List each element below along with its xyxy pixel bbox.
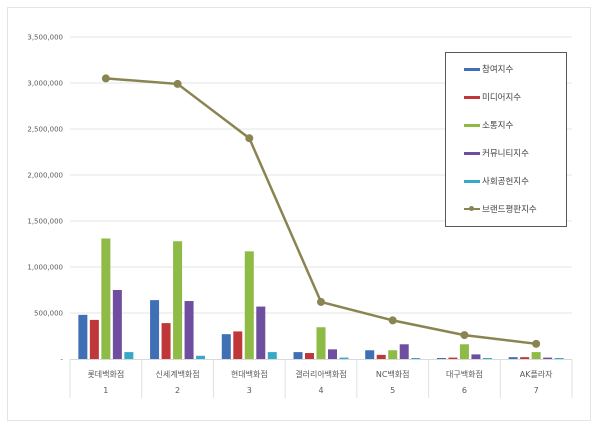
legend-label: 브랜드평판지수 <box>482 205 537 215</box>
y-tick-label: 500,000 <box>34 310 63 318</box>
legend-swatch <box>464 123 480 127</box>
bar <box>267 352 277 359</box>
y-tick-label: 3,000,000 <box>27 80 63 88</box>
bar <box>520 357 530 359</box>
x-category-label: 현대백화점 <box>231 369 268 379</box>
legend-swatch <box>464 179 480 183</box>
y-axis: - 500,000 1,000,000 1,500,000 2,000,000 2,500… <box>27 34 63 364</box>
legend-item-participation: 참여지수 <box>464 63 513 75</box>
bar <box>161 323 171 359</box>
line-marker <box>388 316 397 325</box>
x-category-number: 1 <box>103 386 108 395</box>
x-category-number: 7 <box>534 386 539 395</box>
bar <box>305 353 314 359</box>
x-category-label: 신세계백화점 <box>155 369 199 379</box>
x-category-number: 2 <box>175 386 180 395</box>
y-tick-label: 1,000,000 <box>27 264 63 272</box>
legend-swatch <box>464 151 480 155</box>
legend-item-media: 미디어지수 <box>464 91 521 103</box>
bar <box>365 350 375 359</box>
bar <box>388 350 398 359</box>
x-axis: 롯데백화점 1 신세계백화점 2 현대백화점 3 갤러리아백화점 4 NC백화점 5 대구백화점 6 A… <box>69 359 573 398</box>
line-marker <box>101 74 110 83</box>
legend-item-brand-reputation: 브랜드평판지수 <box>464 203 537 215</box>
legend-swatch <box>464 67 480 71</box>
bar <box>124 352 134 359</box>
bar <box>256 306 266 359</box>
y-tick-label: - <box>60 356 63 364</box>
bar <box>150 300 160 359</box>
x-category-label: NC백화점 <box>376 369 410 379</box>
line-marker <box>532 339 541 348</box>
line-marker <box>460 331 469 340</box>
x-category-label: 갤러리아백화점 <box>295 369 347 379</box>
x-category-number: 5 <box>390 386 395 395</box>
bar <box>89 319 99 359</box>
bar <box>316 327 326 359</box>
x-category-label: 대구백화점 <box>446 369 483 379</box>
legend-swatch <box>464 95 480 99</box>
bar <box>101 238 111 359</box>
bar <box>328 349 337 359</box>
bar <box>233 331 243 359</box>
bar <box>399 344 409 359</box>
legend-item-social-contribution: 사회공헌지수 <box>464 175 529 187</box>
bar <box>471 354 481 359</box>
bar <box>531 352 541 359</box>
legend-item-communication: 소통지수 <box>464 119 513 131</box>
x-category-number: 6 <box>462 386 467 395</box>
bar <box>173 241 183 359</box>
bar <box>244 251 254 359</box>
bar <box>436 358 446 359</box>
legend-item-community: 커뮤니티지수 <box>464 147 529 159</box>
bar <box>293 352 303 359</box>
bar <box>78 314 88 359</box>
legend-label: 참여지수 <box>482 65 514 75</box>
line-marker <box>173 79 182 88</box>
y-tick-label: 1,500,000 <box>27 218 63 226</box>
bar-series <box>78 238 564 359</box>
legend-label: 커뮤니티지수 <box>482 149 529 159</box>
bar <box>508 357 518 359</box>
bar <box>482 358 492 359</box>
bar <box>448 357 458 359</box>
legend-label: 소통지수 <box>482 121 514 131</box>
bar <box>411 358 421 359</box>
bar <box>376 354 386 359</box>
line-marker <box>317 297 325 306</box>
legend-label: 미디어지수 <box>482 93 522 103</box>
bar <box>339 357 349 359</box>
x-category-label: 롯데백화점 <box>87 369 124 379</box>
x-category-number: 3 <box>247 386 252 395</box>
bar <box>459 344 469 359</box>
line-marker <box>245 134 254 143</box>
y-tick-label: 2,000,000 <box>27 172 63 180</box>
legend-line-marker-icon <box>464 206 480 211</box>
y-tick-label: 3,500,000 <box>27 34 63 42</box>
x-category-label: AK플라자 <box>520 370 553 379</box>
x-category-number: 4 <box>318 386 323 395</box>
bar <box>184 301 194 359</box>
bar <box>543 357 553 359</box>
chart-legend: 참여지수 미디어지수 소통지수 커뮤니티지수 사회공헌지수 브랜드평판지수 <box>445 52 567 227</box>
bar <box>221 334 231 359</box>
legend-label: 사회공헌지수 <box>482 177 529 187</box>
bar <box>196 355 206 359</box>
bar <box>112 290 122 359</box>
y-tick-label: 2,500,000 <box>27 126 63 134</box>
line-series <box>101 74 541 348</box>
bar <box>554 358 564 359</box>
